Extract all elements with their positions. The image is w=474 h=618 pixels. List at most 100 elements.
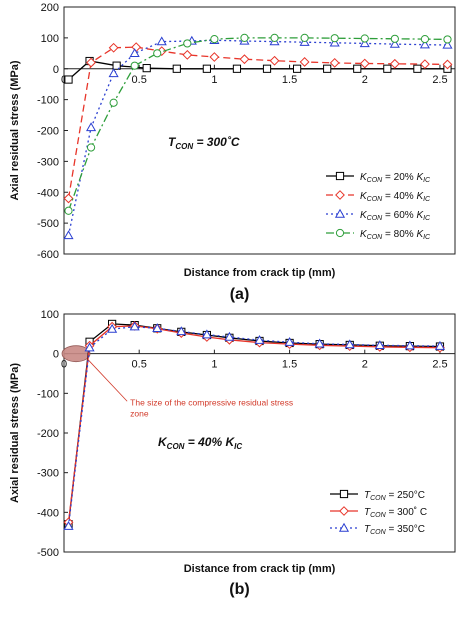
legend-marker: [334, 208, 346, 218]
y-tick-label: -300: [37, 468, 59, 480]
data-point: [442, 39, 453, 49]
data-point: [299, 57, 310, 67]
panel-caption: (b): [229, 581, 249, 598]
x-tick-label: 1.5: [282, 74, 297, 86]
data-point: [254, 334, 265, 344]
legend-marker: [338, 522, 350, 532]
data-point: [183, 39, 192, 48]
legend-label: TCON = 350°C: [364, 524, 425, 536]
data-point: [112, 61, 121, 70]
data-point: [129, 48, 140, 58]
x-tick-label: 0.5: [132, 74, 147, 86]
data-point: [404, 340, 415, 350]
x-tick-label: 0: [61, 74, 67, 86]
legend: TCON = 250°C TCON = 300˚ C TCON = 350°C: [330, 489, 427, 536]
data-point: [142, 64, 151, 73]
data-point: [63, 193, 74, 204]
data-point: [86, 143, 96, 152]
x-tick-label: 2: [362, 74, 368, 86]
data-point: [201, 329, 212, 339]
data-point: [284, 336, 295, 346]
data-point: [390, 34, 399, 43]
data-point: [269, 55, 280, 66]
data-point: [224, 331, 235, 341]
series-line: [67, 325, 441, 523]
legend-marker: [335, 228, 345, 238]
legend-label: KCON = 60% KIC: [360, 210, 431, 222]
y-tick-label: -500: [37, 547, 59, 559]
panel-caption: (a): [230, 286, 250, 303]
data-point: [202, 64, 211, 73]
data-point: [108, 68, 119, 78]
data-point: [86, 122, 97, 132]
x-tick-label: 2.5: [432, 74, 447, 86]
data-point: [63, 521, 74, 530]
data-point: [172, 64, 181, 73]
legend-label: KCON = 80% KIC: [360, 229, 431, 241]
data-point: [107, 323, 118, 333]
data-point: [270, 33, 279, 42]
y-tick-label: 200: [41, 2, 59, 14]
x-tick-label: 2: [362, 359, 368, 371]
data-point: [176, 326, 187, 336]
x-tick-label: 1: [211, 359, 217, 371]
series-3: [63, 321, 446, 530]
data-point: [152, 323, 163, 332]
data-point: [64, 206, 73, 215]
data-point: [323, 64, 332, 73]
legend-marker: [335, 190, 345, 200]
data-point: [420, 59, 430, 70]
data-point: [156, 36, 167, 46]
legend: KCON = 20% KIC KCON = 40% KIC KCON = 60% K…: [326, 171, 431, 241]
data-point: [130, 61, 139, 70]
y-tick-label: -100: [37, 95, 59, 107]
data-point: [329, 57, 340, 68]
data-point: [353, 64, 362, 73]
data-point: [239, 54, 250, 65]
x-tick-label: 0.5: [132, 359, 147, 371]
legend-label: TCON = 300˚ C: [364, 506, 427, 519]
data-point: [330, 34, 339, 43]
data-point: [413, 64, 422, 73]
compressive-zone-ellipse: [61, 345, 91, 363]
data-point: [240, 33, 249, 42]
y-tick-label: -100: [37, 388, 59, 400]
zone-note-text: The size of the compressive residual str…: [130, 397, 293, 407]
data-point: [131, 42, 142, 53]
data-point: [359, 38, 370, 48]
data-point: [210, 35, 219, 44]
data-point: [329, 37, 340, 47]
y-axis-label: Axial residual stress (MPa): [9, 363, 21, 503]
data-point: [374, 340, 385, 350]
series-4: [64, 33, 452, 215]
data-point: [434, 340, 446, 350]
y-tick-label: -600: [37, 249, 59, 261]
y-tick-label: -500: [37, 218, 59, 230]
series-1: [64, 56, 452, 84]
data-point: [182, 49, 193, 60]
data-point: [300, 33, 309, 42]
data-point: [359, 58, 370, 69]
condition-annotation: KCON = 40% KIC: [158, 435, 242, 451]
data-point: [209, 52, 220, 62]
legend-label: TCON = 250°C: [364, 490, 425, 502]
y-tick-label: 100: [41, 309, 59, 321]
legend-marker: [339, 506, 349, 516]
data-point: [383, 64, 392, 73]
chart-panel-b: 100 0 -100 -200 -300 -400 -500 0 0.5 1 1.5 2 2.5 The …: [9, 309, 456, 598]
y-tick-label: 0: [53, 64, 59, 76]
legend-label: KCON = 40% KIC: [360, 191, 431, 203]
data-point: [86, 57, 96, 68]
series-2: [63, 42, 453, 204]
zone-leader-line: [87, 359, 128, 402]
y-tick-label: 0: [53, 349, 59, 361]
y-axis-label: Axial residual stress (MPa): [9, 60, 21, 200]
data-point: [420, 35, 430, 44]
data-point: [129, 321, 140, 331]
data-point: [153, 49, 162, 58]
y-tick-label: -200: [37, 428, 59, 440]
data-point: [389, 58, 400, 69]
y-tick-label: 100: [41, 33, 59, 45]
